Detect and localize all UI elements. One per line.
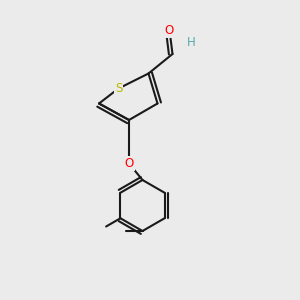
Text: O: O (165, 23, 174, 37)
Text: H: H (187, 35, 196, 49)
Text: O: O (124, 157, 134, 170)
Text: S: S (115, 82, 122, 95)
